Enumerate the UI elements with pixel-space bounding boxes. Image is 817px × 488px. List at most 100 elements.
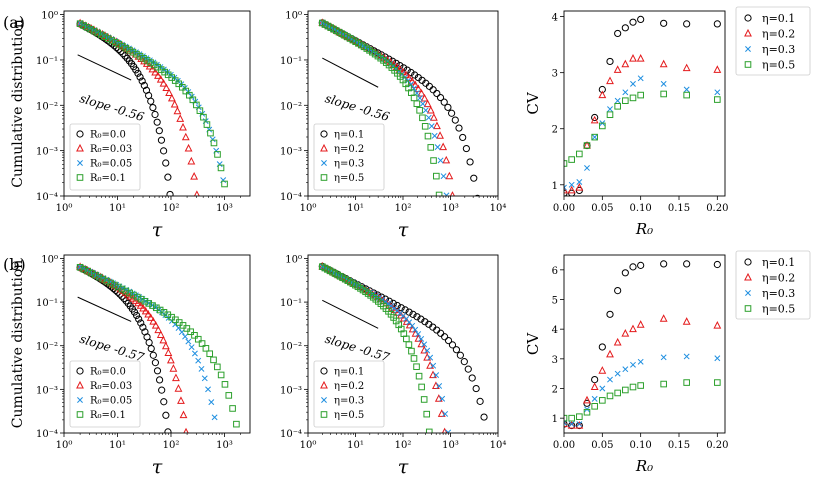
data-point [189, 96, 197, 104]
legend-label: η=0.3 [762, 43, 795, 56]
data-point [80, 22, 87, 29]
data-point [470, 174, 478, 182]
data-point [147, 97, 155, 105]
data-point [637, 75, 644, 82]
data-point [415, 372, 423, 380]
legend-label: η=0.5 [762, 59, 795, 72]
legend-label: R₀=0.0 [90, 130, 126, 141]
data-point [421, 123, 429, 130]
data-point [130, 291, 137, 299]
data-point [134, 69, 142, 77]
slope-annotation: slope -0.56 [323, 91, 391, 124]
data-point [225, 392, 233, 399]
y-tick-label: 10⁻² [280, 101, 302, 112]
x-tick-label: 10¹ [109, 440, 126, 451]
data-point [714, 89, 721, 96]
x-tick-label: 10³ [216, 440, 233, 451]
data-point [191, 332, 198, 339]
y-tick-label: 1 [552, 181, 558, 192]
series-η=0.2 [564, 54, 722, 194]
data-point [90, 27, 98, 35]
data-point [434, 144, 441, 151]
data-point [208, 399, 215, 406]
data-point [425, 428, 433, 433]
y-tick-label: 10⁻¹ [36, 56, 58, 67]
data-point [431, 132, 438, 139]
legend-marker [320, 411, 328, 418]
data-point [429, 86, 437, 94]
y-tick-label: 6 [552, 266, 558, 277]
data-point [94, 29, 102, 37]
data-point [613, 337, 622, 346]
data-point [206, 350, 214, 358]
data-point [84, 267, 92, 275]
x-axis-label: R₀ [635, 220, 653, 238]
data-point [683, 20, 691, 28]
data-point [424, 347, 431, 354]
data-point [418, 383, 425, 391]
data-point [455, 124, 463, 132]
axes-frame [307, 254, 499, 434]
y-tick-label: 10⁻⁴ [280, 429, 302, 440]
data-point [622, 366, 629, 373]
data-point [149, 302, 156, 309]
data-point [564, 184, 567, 191]
data-point [416, 95, 423, 102]
data-point [409, 310, 417, 318]
data-point [205, 386, 211, 393]
slope-annotation: slope -0.57 [78, 332, 146, 365]
legend-marker [76, 380, 84, 389]
data-point [95, 273, 103, 281]
data-point [193, 190, 200, 196]
data-point [149, 351, 157, 359]
data-point [151, 321, 160, 329]
data-point [598, 343, 606, 351]
data-point [87, 25, 94, 33]
y-tick-label: 3 [552, 355, 558, 366]
data-point [413, 313, 421, 321]
data-point [83, 24, 91, 31]
slope-line [77, 296, 132, 322]
legend-marker [76, 130, 84, 138]
series-η=0.2 [564, 314, 722, 429]
legend-marker [745, 46, 751, 52]
data-point [178, 329, 185, 336]
data-point [108, 37, 116, 44]
legend: R₀=0.0 R₀=0.03 R₀=0.05 R₀=0.1 [69, 123, 141, 191]
x-tick-label: 10⁰ [56, 203, 73, 214]
data-point [420, 396, 428, 403]
data-point [568, 421, 575, 428]
data-point [423, 410, 431, 418]
data-point [682, 63, 691, 72]
legend-marker [320, 380, 328, 389]
y-tick-label: 10⁻¹ [280, 56, 302, 67]
data-point [714, 379, 721, 386]
data-point [660, 19, 668, 27]
data-point [568, 156, 575, 163]
data-point [480, 413, 488, 421]
data-point [151, 110, 159, 119]
data-point [637, 91, 644, 99]
data-point [591, 134, 598, 141]
data-point [198, 365, 205, 372]
legend-label: R₀=0.1 [90, 173, 126, 184]
data-point [405, 341, 413, 348]
data-point [196, 107, 204, 114]
data-point [591, 113, 599, 122]
y-tick-label: 5 [552, 296, 558, 307]
data-point [101, 33, 109, 41]
data-point [629, 263, 637, 271]
data-point [141, 306, 150, 315]
data-point [159, 335, 168, 344]
data-point [139, 303, 148, 312]
data-point [423, 99, 432, 108]
data-point [121, 52, 129, 60]
data-point [181, 132, 190, 141]
legend-marker [744, 272, 752, 281]
data-point [434, 394, 443, 402]
data-point [433, 89, 441, 98]
data-point [683, 86, 690, 93]
data-point [137, 295, 145, 303]
data-point [160, 147, 168, 155]
data-point [682, 317, 691, 325]
